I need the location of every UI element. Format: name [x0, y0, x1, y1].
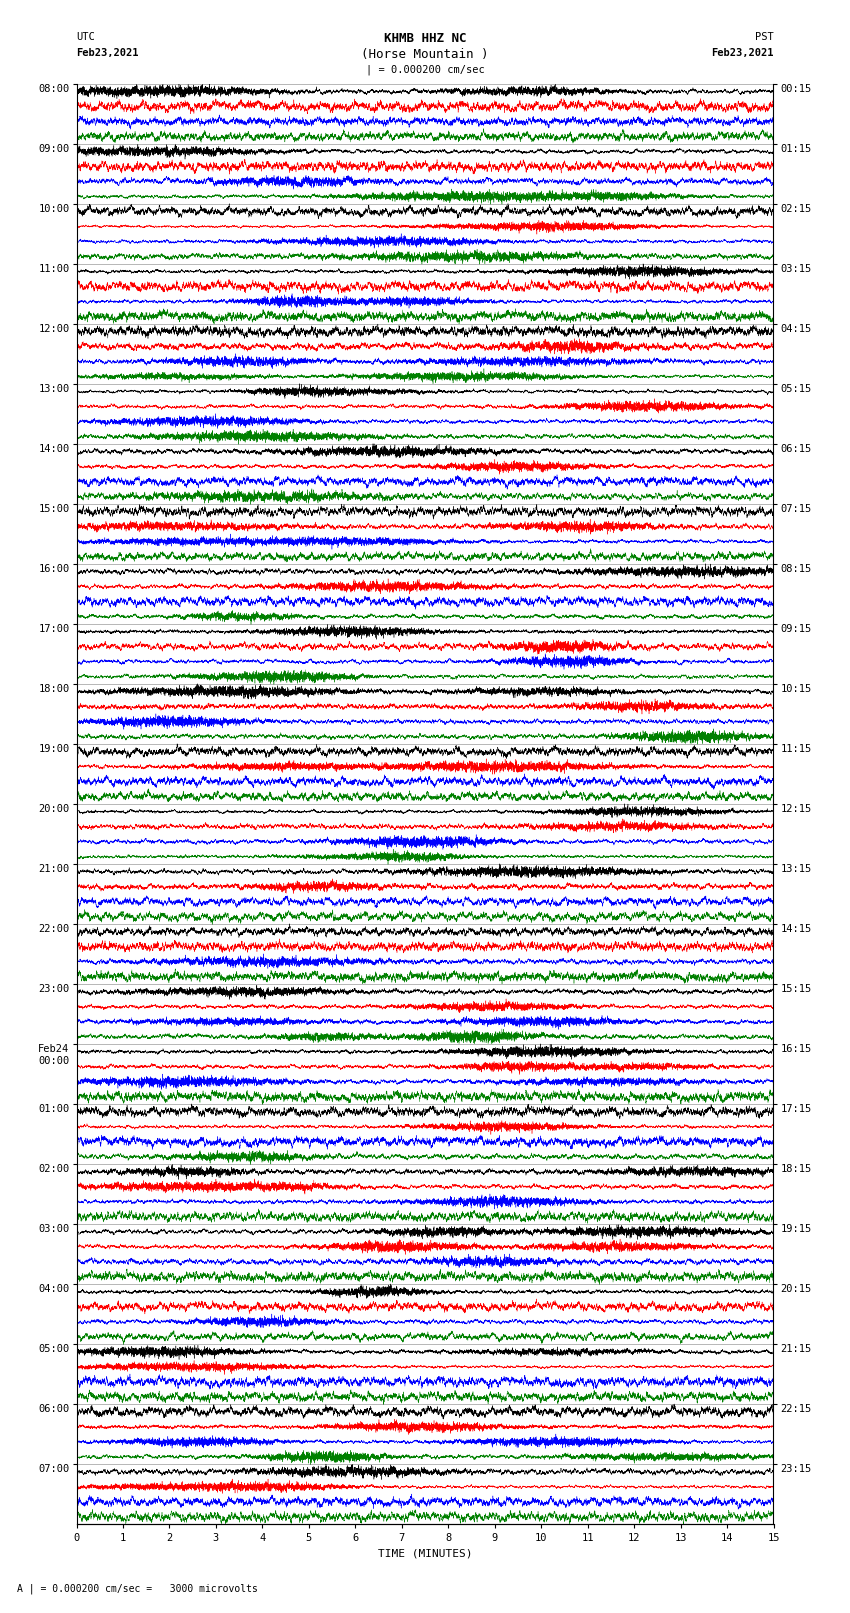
Text: | = 0.000200 cm/sec: | = 0.000200 cm/sec [366, 65, 484, 76]
Text: KHMB HHZ NC: KHMB HHZ NC [383, 32, 467, 45]
Text: (Horse Mountain ): (Horse Mountain ) [361, 48, 489, 61]
X-axis label: TIME (MINUTES): TIME (MINUTES) [377, 1548, 473, 1558]
Text: PST: PST [755, 32, 774, 42]
Text: Feb23,2021: Feb23,2021 [711, 48, 774, 58]
Text: Feb23,2021: Feb23,2021 [76, 48, 139, 58]
Text: A | = 0.000200 cm/sec =   3000 microvolts: A | = 0.000200 cm/sec = 3000 microvolts [17, 1582, 258, 1594]
Text: UTC: UTC [76, 32, 95, 42]
